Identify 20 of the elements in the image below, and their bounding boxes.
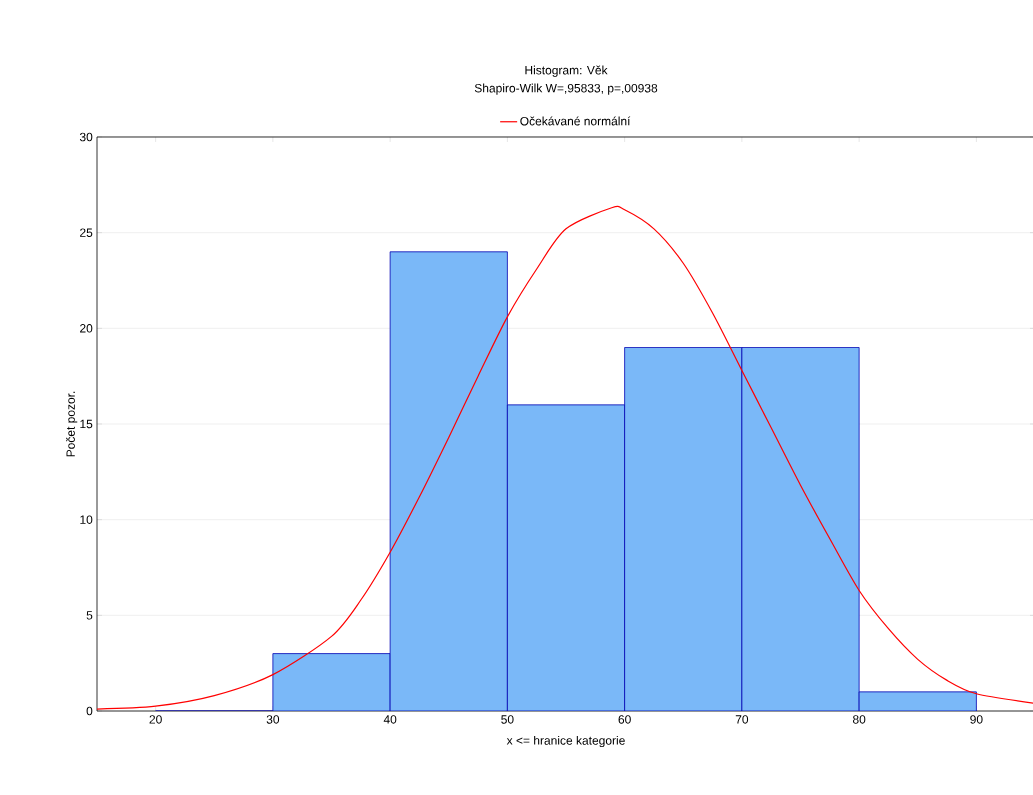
- x-tick-label: 70: [735, 715, 749, 724]
- y-tick-label: 15: [80, 419, 93, 429]
- x-tick-label: 50: [501, 715, 514, 724]
- chart-title: Histogram: Věk: [525, 65, 608, 77]
- y-tick-label: 20: [80, 324, 93, 333]
- x-axis-title: x <= hranice kategorie: [506, 735, 625, 748]
- chart-subtitle: Shapiro-Wilk W=,95833, p=,00938: [474, 83, 658, 95]
- x-tick-label: 80: [852, 715, 866, 724]
- y-axis-title: Počet pozor.: [66, 391, 78, 457]
- x-tick-label: 40: [383, 715, 397, 724]
- y-tick-label: 0: [86, 706, 93, 716]
- y-tick-label: 25: [80, 228, 93, 237]
- y-tick-label: 30: [79, 132, 93, 142]
- legend-label: Očekávané normální: [520, 116, 631, 126]
- y-tick-label: 10: [80, 515, 93, 524]
- x-tick-label: 30: [266, 715, 280, 724]
- x-tick-label: 20: [149, 715, 162, 724]
- y-tick-label: 5: [86, 611, 93, 620]
- x-tick-label: 60: [618, 715, 631, 724]
- x-tick-label: 90: [970, 715, 983, 724]
